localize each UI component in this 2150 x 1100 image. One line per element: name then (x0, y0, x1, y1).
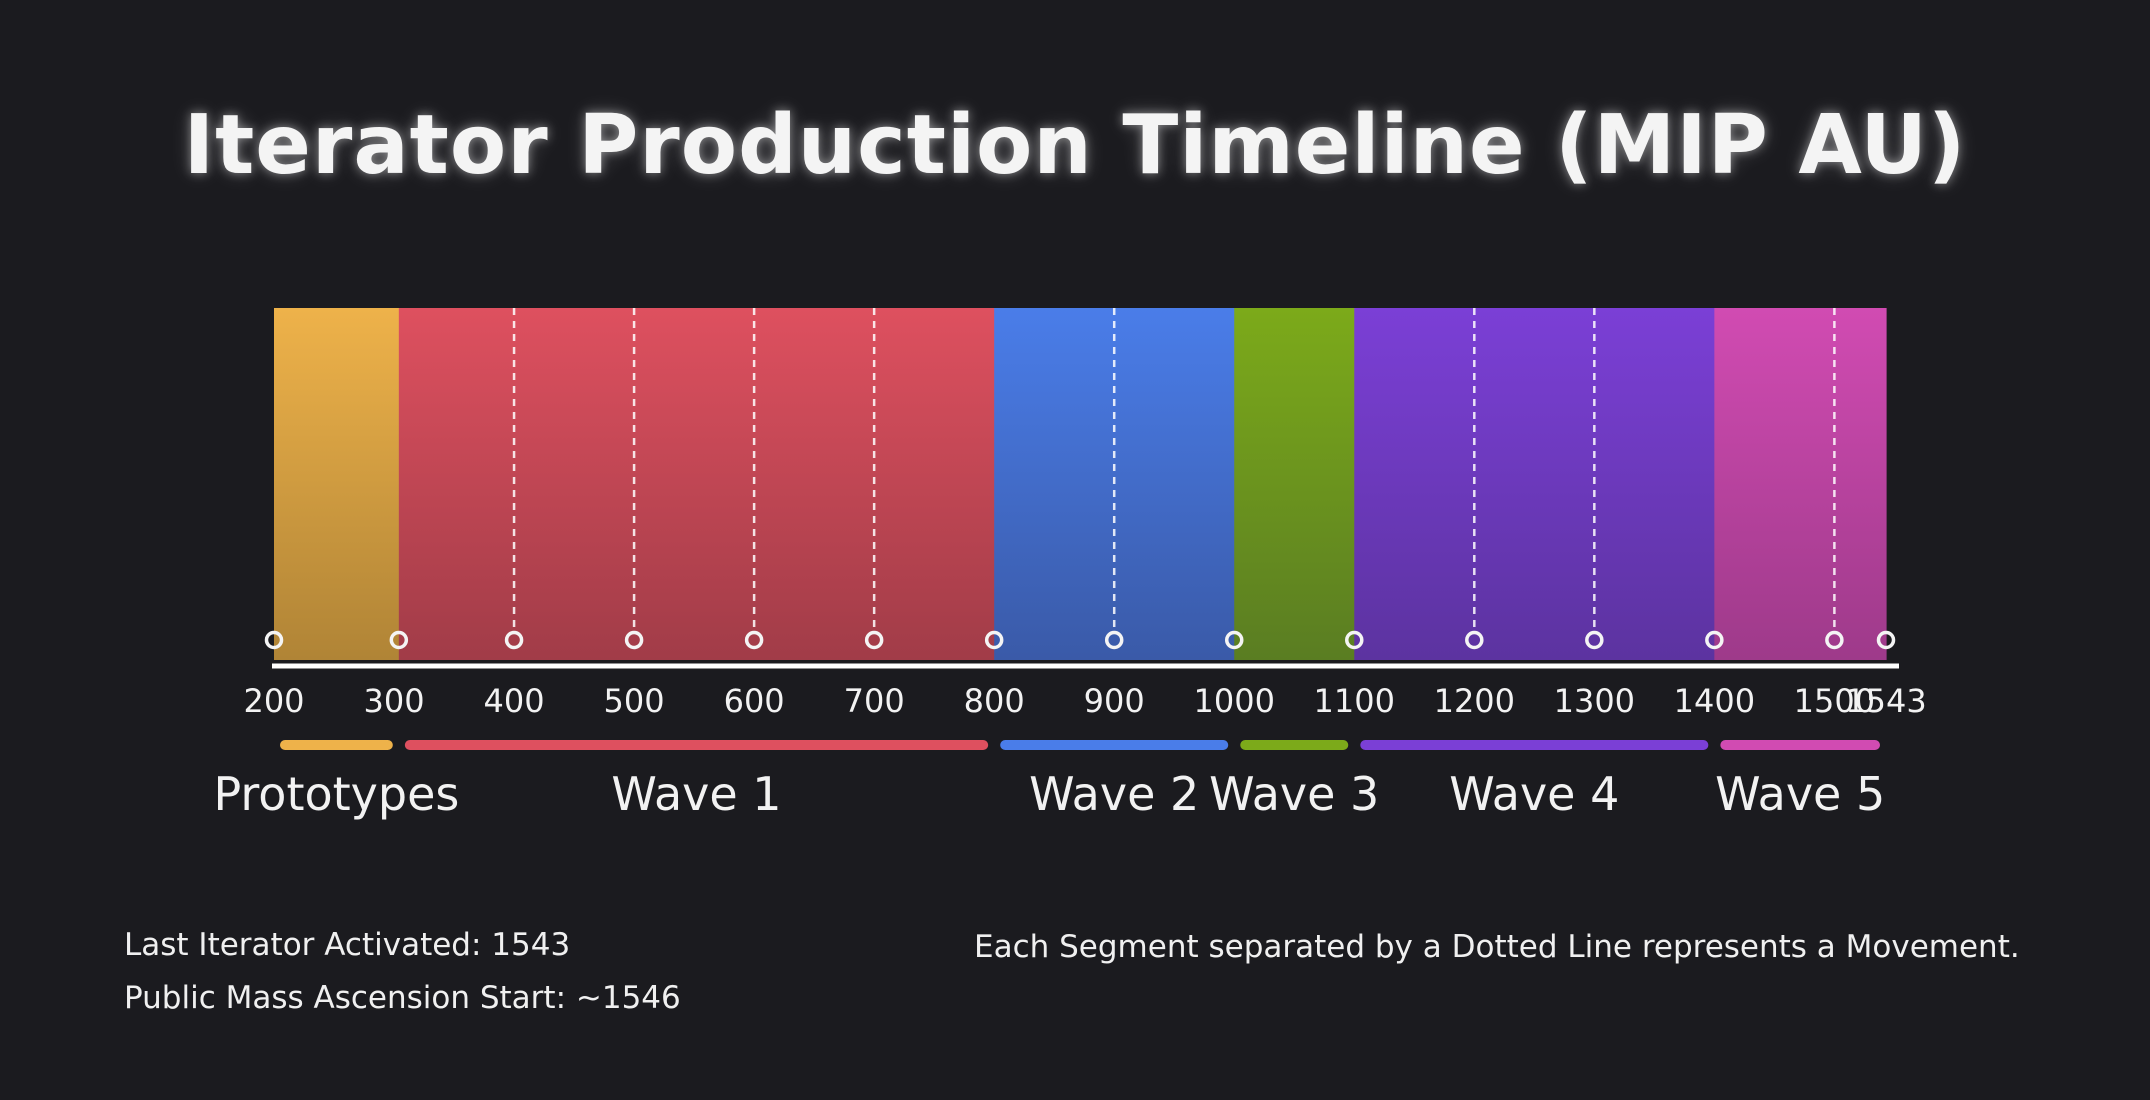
tick-label: 600 (724, 682, 785, 720)
underline-wave-4 (1360, 740, 1709, 750)
tick-label: 1300 (1554, 682, 1635, 720)
tick-label: 1200 (1434, 682, 1515, 720)
tick-label: 1000 (1194, 682, 1275, 720)
timeline-marker (1224, 630, 1244, 650)
wave-label-prototypes: Prototypes (213, 767, 459, 821)
tick-label: 500 (604, 682, 665, 720)
timeline-marker (1825, 630, 1844, 650)
underline-prototypes (280, 740, 393, 750)
dividers-layer (512, 308, 1836, 630)
tick-label: 200 (243, 682, 304, 720)
underline-wave-5 (1720, 740, 1880, 750)
timeline-marker (984, 630, 1004, 650)
public-mass-ascension-text: Public Mass Ascension Start: ~1546 (124, 980, 681, 1016)
segment-wave-4 (1354, 308, 1715, 660)
wave-label-wave-4: Wave 4 (1449, 767, 1619, 821)
segment-wave-3 (1234, 308, 1355, 660)
timeline-marker (744, 630, 764, 650)
tick-label: 300 (363, 682, 424, 720)
tick-labels: 200 300 400 500 600 700 800 900 1000 1100 1200 1300… (243, 682, 1926, 720)
tick-label: 1400 (1674, 682, 1755, 720)
tick-label: 900 (1084, 682, 1145, 720)
wave-labels: Prototypes Wave 1 Wave 2 Wave 3 Wave 4 Wave 5 (213, 767, 1885, 821)
timeline-marker (1705, 630, 1724, 650)
tick-label: 700 (844, 682, 905, 720)
movement-note-text: Each Segment separated by a Dotted Line … (974, 929, 2020, 965)
tick-label: 1500 (1794, 682, 1875, 720)
underline-wave-3 (1240, 740, 1349, 750)
timeline-marker (504, 630, 524, 650)
underline-wave-1 (404, 740, 989, 750)
wave-label-wave-5: Wave 5 (1715, 767, 1885, 821)
segment-wave-1 (398, 308, 995, 660)
segment-wave-5 (1714, 308, 1887, 660)
wave-label-wave-3: Wave 3 (1209, 767, 1379, 821)
tick-label: 800 (964, 682, 1025, 720)
tick-label: 1100 (1314, 682, 1395, 720)
segments-layer (274, 308, 1887, 660)
segment-prototypes (274, 308, 400, 660)
tick-label: 400 (484, 682, 545, 720)
page-title: Iterator Production Timeline (MIP AU) (183, 98, 1967, 193)
timeline-marker (624, 630, 644, 650)
timeline-marker (389, 630, 409, 650)
tick-label: 1543 (1845, 682, 1926, 720)
last-iterator-activated-text: Last Iterator Activated: 1543 (124, 927, 571, 963)
timeline-marker (1585, 630, 1604, 650)
timeline-marker (864, 630, 884, 650)
wave-underlines (280, 740, 1880, 750)
wave-label-wave-2: Wave 2 (1029, 767, 1199, 821)
wave-label-wave-1: Wave 1 (611, 767, 781, 821)
timeline-marker (1876, 630, 1896, 650)
timeline-marker (1345, 630, 1364, 650)
markers-layer (264, 630, 1896, 650)
timeline-marker (1104, 630, 1124, 650)
timeline-marker (264, 630, 284, 650)
timeline-marker (1465, 630, 1484, 650)
underline-wave-2 (1000, 740, 1229, 750)
